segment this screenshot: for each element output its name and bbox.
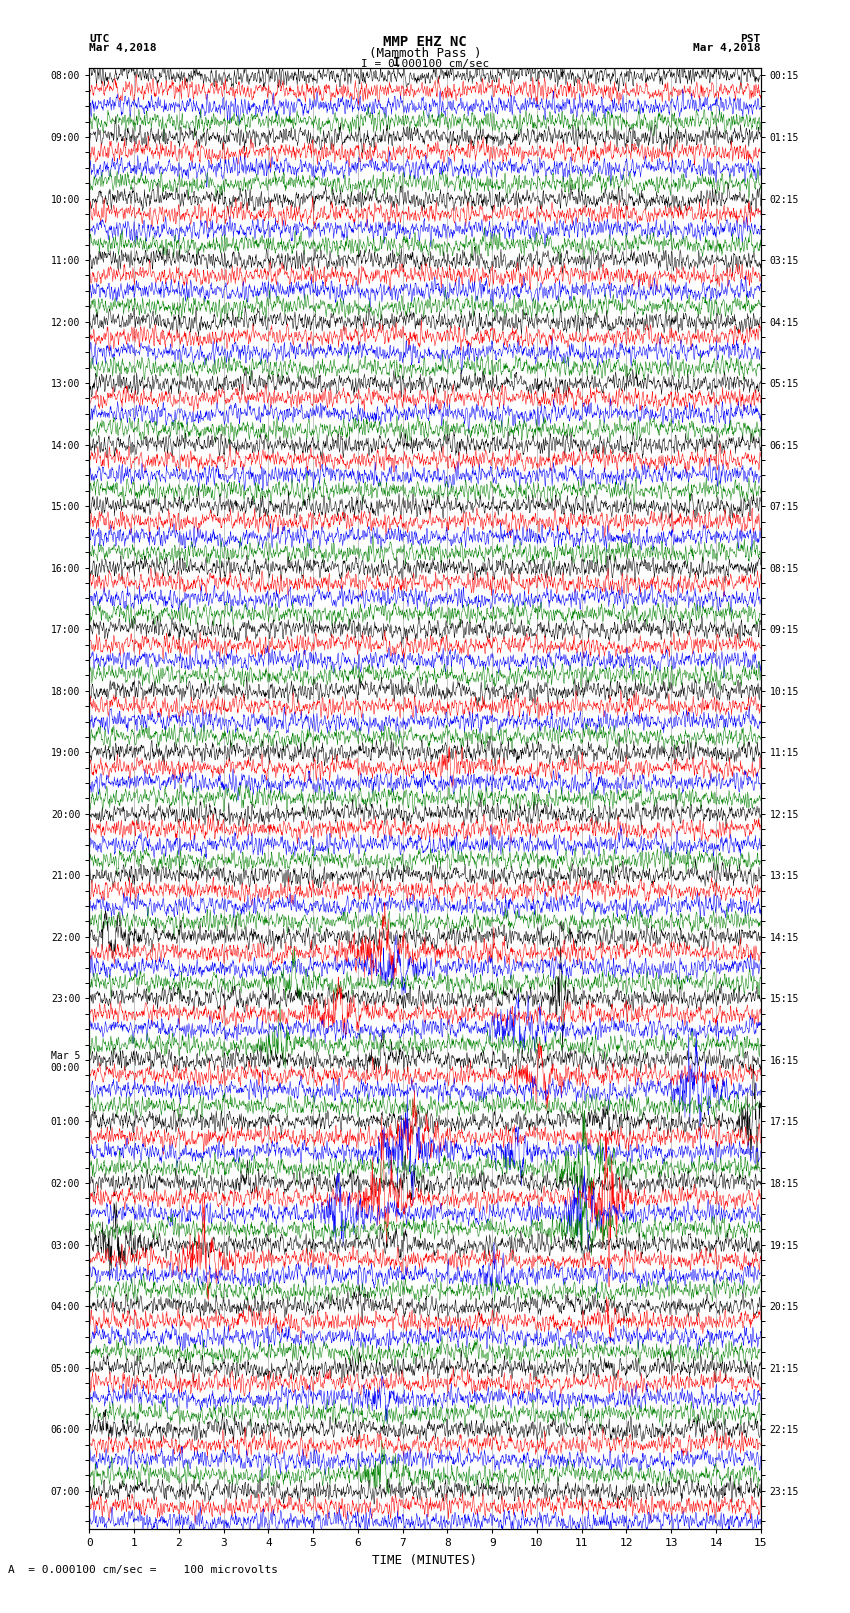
Text: I: I	[393, 56, 400, 69]
Text: A  = 0.000100 cm/sec =    100 microvolts: A = 0.000100 cm/sec = 100 microvolts	[8, 1565, 279, 1574]
X-axis label: TIME (MINUTES): TIME (MINUTES)	[372, 1553, 478, 1566]
Text: MMP EHZ NC: MMP EHZ NC	[383, 35, 467, 50]
Text: Mar 4,2018: Mar 4,2018	[89, 44, 156, 53]
Text: PST: PST	[740, 34, 761, 44]
Text: Mar 4,2018: Mar 4,2018	[694, 44, 761, 53]
Text: UTC: UTC	[89, 34, 110, 44]
Text: I = 0.000100 cm/sec: I = 0.000100 cm/sec	[361, 60, 489, 69]
Text: (Mammoth Pass ): (Mammoth Pass )	[369, 47, 481, 60]
